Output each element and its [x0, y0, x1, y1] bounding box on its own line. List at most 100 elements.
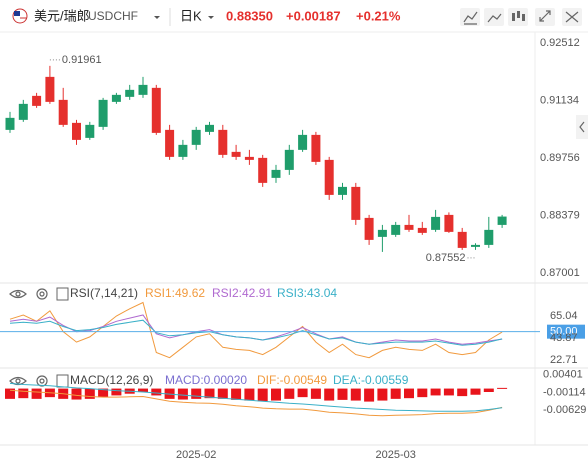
panel-title: MACD(12,26,9) — [70, 373, 153, 387]
gear-icon[interactable] — [36, 288, 48, 300]
candle-body — [32, 95, 42, 106]
candle-body — [404, 224, 414, 230]
fullscreen-icon — [539, 10, 551, 22]
copy-icon[interactable] — [56, 287, 69, 301]
macd-bar — [417, 388, 428, 398]
macd-bar — [324, 388, 335, 401]
candle-body — [298, 134, 308, 150]
collapse-button[interactable] — [576, 115, 588, 139]
candle-type-icon — [512, 11, 525, 21]
macd-bar — [404, 388, 414, 399]
line-type-icon — [487, 13, 502, 23]
macd-bar — [84, 388, 95, 399]
y-tick-label: 0.91134 — [540, 94, 579, 106]
macd-bar — [177, 388, 188, 400]
gear-icon[interactable] — [36, 375, 48, 387]
legend-entry: MACD:0.00020 — [165, 373, 247, 387]
macd-bar — [390, 388, 401, 399]
candle-body — [391, 224, 401, 235]
macd-bar — [271, 388, 281, 401]
fullscreen-button[interactable] — [535, 8, 555, 26]
rsi-line — [9, 301, 503, 359]
candle-body — [338, 186, 347, 195]
eye-icon[interactable] — [9, 289, 27, 299]
candle-body — [45, 76, 55, 102]
rsi-header-icons — [9, 287, 69, 301]
change-pct: +0.21% — [356, 8, 401, 23]
y-tick-label: 0.92512 — [540, 37, 580, 49]
candle-body — [444, 214, 454, 232]
macd-bar — [364, 388, 375, 402]
macd-bar — [377, 388, 388, 401]
candle-body — [72, 122, 81, 140]
macd-bar — [257, 388, 268, 402]
y-tick-label: 65.04 — [550, 310, 578, 322]
macd-bar — [111, 388, 122, 396]
y-tick-label: 0.00401 — [543, 369, 583, 381]
annotation: 0.87552 — [426, 252, 466, 264]
candle-body — [5, 117, 15, 130]
candle-body — [377, 229, 387, 237]
macd-bar — [443, 388, 454, 396]
y-tick-label: 22.71 — [550, 354, 578, 366]
x-tick-label: 2025-03 — [376, 449, 416, 461]
y-tick-label: 50.00 — [550, 326, 578, 338]
dropdown-arrow[interactable] — [154, 16, 160, 19]
macd-bar — [151, 388, 162, 396]
candle-body — [18, 103, 28, 120]
candle-body — [98, 99, 108, 127]
candle-body — [417, 227, 427, 233]
macd-bar — [204, 388, 215, 399]
candle-body — [231, 151, 241, 157]
macd-bar — [71, 388, 82, 400]
candle-body — [178, 144, 188, 157]
y-tick-label: 0.89756 — [540, 152, 580, 164]
legend-entry: RSI3:43.04 — [277, 286, 337, 300]
dropdown-arrow[interactable] — [208, 16, 214, 19]
legend-entry: RSI2:42.91 — [212, 286, 272, 300]
macd-bar — [244, 388, 255, 401]
gear-icon — [39, 378, 45, 384]
macd-bar — [430, 388, 441, 396]
candle-body — [151, 87, 161, 133]
candle-body — [205, 124, 214, 132]
legend-entry: RSI1:49.62 — [145, 286, 205, 300]
candle-body — [457, 231, 467, 248]
candle-body — [244, 156, 254, 160]
candle-body — [138, 84, 148, 95]
macd-bar — [284, 388, 295, 399]
candle-body — [484, 229, 494, 245]
macd-bar — [497, 387, 508, 389]
candle-body — [431, 216, 441, 230]
macd-line — [9, 382, 503, 412]
macd-bar — [310, 388, 321, 399]
macd-bar — [5, 388, 15, 399]
header: 美元/瑞郎 USDCHF 日K 0.88350 +0.00187 +0.21% — [12, 8, 582, 26]
candle-body — [85, 124, 95, 138]
candle-body — [191, 129, 201, 145]
candle-body — [165, 129, 175, 157]
candle-body — [111, 94, 121, 102]
candle-body — [471, 244, 480, 247]
macd-bar — [31, 388, 42, 399]
indicator-icon — [463, 11, 478, 25]
symbol-name[interactable]: 美元/瑞郎 — [34, 8, 90, 23]
symbol-code[interactable]: USDCHF — [88, 9, 138, 23]
macd-line — [9, 389, 503, 417]
macd-bar — [470, 388, 481, 395]
candle-body — [125, 89, 135, 97]
y-tick-label: 0.88379 — [540, 209, 580, 221]
collapse-icon — [579, 121, 585, 133]
period[interactable]: 日K — [180, 8, 202, 23]
rsi-line — [9, 319, 503, 346]
y-tick-label: 0.87001 — [540, 267, 580, 279]
macd-bar — [217, 388, 228, 399]
candle-body — [364, 217, 374, 240]
macd-bar — [191, 388, 202, 399]
panel-title: RSI(7,14,21) — [70, 286, 138, 300]
macd-bar — [231, 388, 242, 400]
gear-icon — [39, 291, 45, 297]
candle-body — [58, 99, 68, 125]
candle-body — [284, 149, 294, 170]
candle-body — [218, 129, 228, 155]
